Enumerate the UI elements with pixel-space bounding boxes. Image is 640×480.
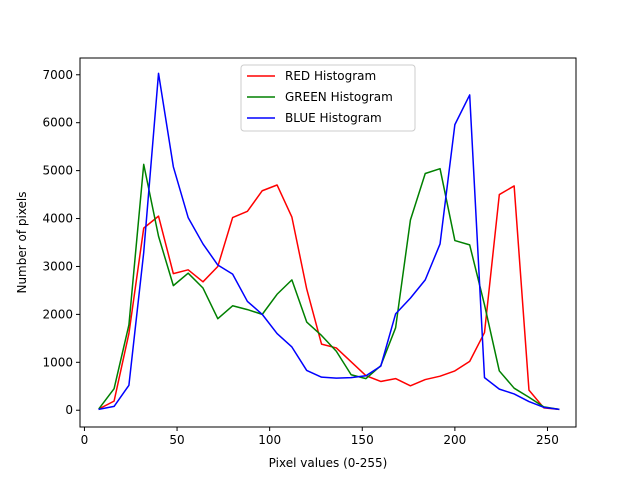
y-tick-label: 2000 [42, 307, 73, 321]
x-tick-label: 0 [81, 433, 89, 447]
y-tick-label: 3000 [42, 259, 73, 273]
legend-label: RED Histogram [285, 69, 376, 83]
plot-frame [79, 57, 577, 428]
x-tick-label: 150 [351, 433, 374, 447]
y-axis: 0 1000 2000 3000 4000 5000 6000 7000 [42, 68, 80, 417]
y-tick-label: 5000 [42, 164, 73, 178]
x-tick-label: 100 [258, 433, 281, 447]
x-axis: 0 50 100 150 200 250 [81, 427, 559, 447]
series-line-blue [98, 72, 560, 411]
plot-lines [98, 72, 560, 411]
x-tick-label: 250 [536, 433, 559, 447]
y-tick-label: 7000 [42, 68, 73, 82]
series-line-red [98, 184, 560, 411]
y-axis-label: Number of pixels [15, 191, 29, 293]
legend-box [240, 64, 416, 132]
y-tick-label: 4000 [42, 212, 73, 226]
x-tick-label: 50 [169, 433, 184, 447]
series-line-green [98, 163, 560, 411]
legend-label: GREEN Histogram [285, 90, 393, 104]
x-axis-label: Pixel values (0-255) [269, 456, 388, 470]
y-tick-label: 0 [65, 403, 73, 417]
y-tick-label: 6000 [42, 116, 73, 130]
y-tick-label: 1000 [42, 355, 73, 369]
legend-label: BLUE Histogram [285, 111, 382, 125]
legend: RED Histogram GREEN Histogram BLUE Histogr… [240, 64, 416, 132]
x-tick-label: 200 [443, 433, 466, 447]
